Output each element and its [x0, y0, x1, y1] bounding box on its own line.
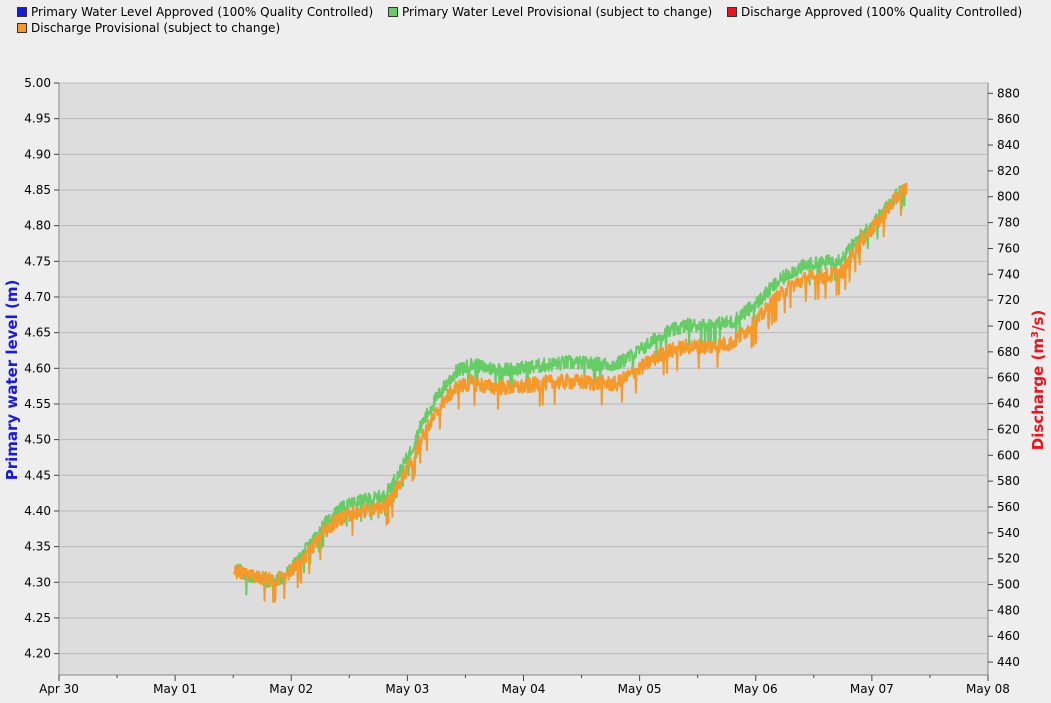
left-tick-label: 4.30 [24, 575, 51, 589]
x-tick-label: May 07 [850, 682, 894, 696]
x-tick-label: May 02 [269, 682, 313, 696]
left-tick-label: 4.55 [24, 397, 51, 411]
right-tick-label: 440 [997, 655, 1020, 669]
left-axis-title: Primary water level (m) [3, 280, 21, 481]
right-tick-label: 720 [997, 293, 1020, 307]
x-tick-label: May 01 [153, 682, 197, 696]
right-tick-label: 560 [997, 500, 1020, 514]
right-tick-label: 580 [997, 474, 1020, 488]
left-tick-label: 5.00 [24, 76, 51, 90]
left-tick-label: 4.45 [24, 468, 51, 482]
right-tick-label: 640 [997, 397, 1020, 411]
legend-label: Discharge Approved (100% Quality Control… [741, 5, 1023, 19]
legend-swatch-green [388, 7, 398, 17]
right-tick-label: 820 [997, 164, 1020, 178]
right-tick-label: 540 [997, 526, 1020, 540]
right-tick-label: 680 [997, 345, 1020, 359]
series-discharge-provisional [233, 182, 908, 604]
x-tick-label: May 05 [618, 682, 662, 696]
x-tick-label: May 08 [966, 682, 1010, 696]
x-tick-label: May 03 [385, 682, 429, 696]
legend-swatch-red [727, 7, 737, 17]
left-tick-label: 4.65 [24, 326, 51, 340]
legend-item-discharge-provisional[interactable]: Discharge Provisional (subject to change… [17, 21, 280, 35]
right-tick-label: 880 [997, 86, 1020, 100]
x-tick-label: May 06 [734, 682, 778, 696]
x-axis: Apr 30 May 01 May 02 May 03 May 04 May 05 May … [39, 675, 1010, 696]
left-tick-label: 4.50 [24, 433, 51, 447]
right-tick-label: 800 [997, 190, 1020, 204]
left-tick-label: 4.35 [24, 540, 51, 554]
left-tick-label: 4.60 [24, 361, 51, 375]
left-tick-label: 4.90 [24, 147, 51, 161]
left-tick-label: 4.40 [24, 504, 51, 518]
legend: Primary Water Level Approved (100% Quali… [0, 0, 1051, 40]
left-tick-label: 4.95 [24, 112, 51, 126]
legend-item-water-level-approved[interactable]: Primary Water Level Approved (100% Quali… [17, 5, 373, 19]
x-tick-label: May 04 [502, 682, 546, 696]
left-tick-label: 4.20 [24, 647, 51, 661]
legend-item-water-level-provisional[interactable]: Primary Water Level Provisional (subject… [388, 5, 712, 19]
legend-item-discharge-approved[interactable]: Discharge Approved (100% Quality Control… [727, 5, 1022, 19]
right-tick-label: 460 [997, 629, 1020, 643]
right-tick-label: 620 [997, 422, 1020, 436]
left-tick-label: 4.25 [24, 611, 51, 625]
right-tick-label: 520 [997, 552, 1020, 566]
right-axis-title: Discharge (m3/s) [1029, 310, 1047, 450]
series-layer [233, 182, 908, 604]
left-tick-label: 4.70 [24, 290, 51, 304]
right-tick-label: 840 [997, 138, 1020, 152]
right-tick-label: 780 [997, 216, 1020, 230]
right-tick-label: 480 [997, 603, 1020, 617]
left-tick-label: 4.80 [24, 219, 51, 233]
right-tick-label: 600 [997, 448, 1020, 462]
left-tick-label: 4.85 [24, 183, 51, 197]
right-tick-label: 860 [997, 112, 1020, 126]
legend-label: Discharge Provisional (subject to change… [31, 21, 281, 35]
right-tick-label: 700 [997, 319, 1020, 333]
right-tick-label: 760 [997, 241, 1020, 255]
legend-swatch-orange [17, 23, 27, 33]
right-y-axis: 440 460 480 500 520 540 560 580 600 620 640 660 680 7… [988, 86, 1020, 669]
left-y-axis: 4.20 4.25 4.30 4.35 4.40 4.45 4.50 4.55 4.60 4.65… [24, 76, 59, 661]
right-tick-label: 740 [997, 267, 1020, 281]
left-tick-label: 4.75 [24, 254, 51, 268]
x-tick-label: Apr 30 [39, 682, 79, 696]
right-tick-label: 500 [997, 578, 1020, 592]
legend-label: Primary Water Level Provisional (subject… [402, 5, 713, 19]
plot-area [58, 82, 989, 676]
legend-label: Primary Water Level Approved (100% Quali… [31, 5, 374, 19]
right-tick-label: 660 [997, 371, 1020, 385]
legend-swatch-blue [17, 7, 27, 17]
